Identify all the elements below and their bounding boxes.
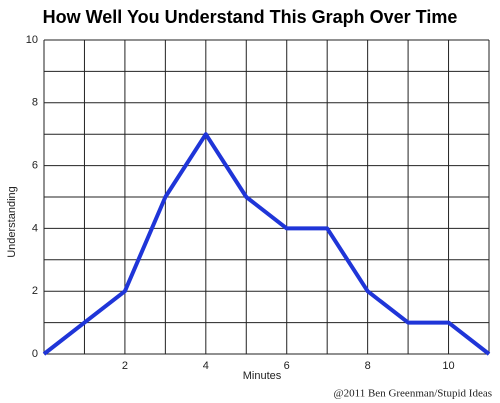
x-tick-label: 4 xyxy=(203,360,209,372)
y-tick-label: 4 xyxy=(32,222,38,234)
credit: @2011 Ben Greenman/Stupid Ideas xyxy=(334,388,493,400)
x-axis-label: Minutes xyxy=(243,370,282,382)
x-tick-label: 10 xyxy=(442,360,454,372)
y-tick-label: 2 xyxy=(32,285,38,297)
chart-title: How Well You Understand This Graph Over … xyxy=(43,7,458,27)
y-tick-label: 6 xyxy=(32,160,38,172)
x-tick-label: 6 xyxy=(284,360,290,372)
y-tick-label: 10 xyxy=(26,34,38,46)
x-tick-label: 8 xyxy=(365,360,371,372)
y-tick-label: 8 xyxy=(32,97,38,109)
y-tick-label: 0 xyxy=(32,348,38,360)
x-tick-label: 2 xyxy=(122,360,128,372)
y-axis-label: Understanding xyxy=(6,186,18,258)
data-line xyxy=(42,132,491,356)
